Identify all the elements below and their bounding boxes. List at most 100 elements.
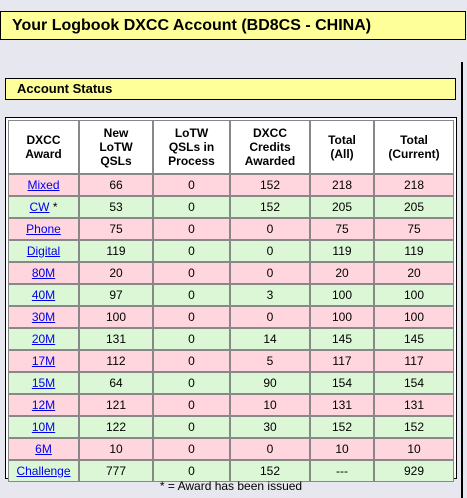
lotw-in-process-cell: 0 bbox=[153, 174, 230, 196]
award-link-phone[interactable]: Phone bbox=[26, 222, 61, 236]
total-current-cell: 100 bbox=[374, 306, 454, 328]
lotw-in-process-cell: 0 bbox=[153, 306, 230, 328]
award-link-17m[interactable]: 17M bbox=[31, 354, 56, 368]
award-link-80m[interactable]: 80M bbox=[31, 266, 56, 280]
award-cell: 15M bbox=[8, 372, 79, 394]
table-row: 10M 122 0 30 152 152 bbox=[8, 416, 454, 438]
header-dxcc-credits-awarded: DXCC Credits Awarded bbox=[230, 120, 310, 174]
page-title: Your Logbook DXCC Account (BD8CS - CHINA… bbox=[0, 11, 466, 40]
table-row: CW * 53 0 152 205 205 bbox=[8, 196, 454, 218]
award-cell: Phone bbox=[8, 218, 79, 240]
new-lotw-qsls-cell: 20 bbox=[79, 262, 153, 284]
total-all-cell: 117 bbox=[310, 350, 374, 372]
new-lotw-qsls-cell: 97 bbox=[79, 284, 153, 306]
award-cell: Mixed bbox=[8, 174, 79, 196]
credits-awarded-cell: 0 bbox=[230, 262, 310, 284]
award-link-10m[interactable]: 10M bbox=[31, 420, 56, 434]
total-all-cell: 145 bbox=[310, 328, 374, 350]
lotw-in-process-cell: 0 bbox=[153, 240, 230, 262]
lotw-in-process-cell: 0 bbox=[153, 438, 230, 460]
new-lotw-qsls-cell: 100 bbox=[79, 306, 153, 328]
credits-awarded-cell: 14 bbox=[230, 328, 310, 350]
total-all-cell: 100 bbox=[310, 306, 374, 328]
table-body: Mixed 66 0 152 218 218 CW * 53 0 152 205 205 Phone 75… bbox=[8, 174, 454, 482]
award-link-12m[interactable]: 12M bbox=[31, 398, 56, 412]
lotw-in-process-cell: 0 bbox=[153, 460, 230, 482]
new-lotw-qsls-cell: 53 bbox=[79, 196, 153, 218]
table-row: 20M 131 0 14 145 145 bbox=[8, 328, 454, 350]
award-link-15m[interactable]: 15M bbox=[31, 376, 56, 390]
lotw-in-process-cell: 0 bbox=[153, 262, 230, 284]
total-current-cell: 100 bbox=[374, 284, 454, 306]
table-row: 17M 112 0 5 117 117 bbox=[8, 350, 454, 372]
lotw-in-process-cell: 0 bbox=[153, 350, 230, 372]
total-all-cell: 131 bbox=[310, 394, 374, 416]
total-all-cell: 154 bbox=[310, 372, 374, 394]
award-cell: 80M bbox=[8, 262, 79, 284]
credits-awarded-cell: 0 bbox=[230, 438, 310, 460]
award-link-challenge[interactable]: Challenge bbox=[16, 464, 71, 478]
new-lotw-qsls-cell: 121 bbox=[79, 394, 153, 416]
header-total-all: Total (All) bbox=[310, 120, 374, 174]
total-current-cell: 131 bbox=[374, 394, 454, 416]
total-current-cell: 218 bbox=[374, 174, 454, 196]
award-cell: 6M bbox=[8, 438, 79, 460]
total-current-cell: 119 bbox=[374, 240, 454, 262]
table-row: 80M 20 0 0 20 20 bbox=[8, 262, 454, 284]
table-row: 15M 64 0 90 154 154 bbox=[8, 372, 454, 394]
award-link-cw[interactable]: CW bbox=[29, 200, 50, 214]
award-link-6m[interactable]: 6M bbox=[35, 442, 52, 456]
lotw-in-process-cell: 0 bbox=[153, 394, 230, 416]
total-current-cell: 205 bbox=[374, 196, 454, 218]
table-row: 6M 10 0 0 10 10 bbox=[8, 438, 454, 460]
total-all-cell: 205 bbox=[310, 196, 374, 218]
award-cell: 10M bbox=[8, 416, 79, 438]
credits-awarded-cell: 5 bbox=[230, 350, 310, 372]
lotw-in-process-cell: 0 bbox=[153, 218, 230, 240]
award-cell: Digital bbox=[8, 240, 79, 262]
award-link-mixed[interactable]: Mixed bbox=[27, 178, 60, 192]
total-current-cell: 154 bbox=[374, 372, 454, 394]
new-lotw-qsls-cell: 64 bbox=[79, 372, 153, 394]
total-current-cell: 929 bbox=[374, 460, 454, 482]
total-current-cell: 20 bbox=[374, 262, 454, 284]
credits-awarded-cell: 0 bbox=[230, 218, 310, 240]
total-current-cell: 117 bbox=[374, 350, 454, 372]
award-cell: 40M bbox=[8, 284, 79, 306]
total-all-cell: 10 bbox=[310, 438, 374, 460]
award-link-40m[interactable]: 40M bbox=[31, 288, 56, 302]
lotw-in-process-cell: 0 bbox=[153, 284, 230, 306]
table-row: Digital 119 0 0 119 119 bbox=[8, 240, 454, 262]
award-link-20m[interactable]: 20M bbox=[31, 332, 56, 346]
total-current-cell: 145 bbox=[374, 328, 454, 350]
credits-awarded-cell: 10 bbox=[230, 394, 310, 416]
table-row: Mixed 66 0 152 218 218 bbox=[8, 174, 454, 196]
award-issued-mark: * bbox=[49, 200, 58, 214]
header-total-current: Total (Current) bbox=[374, 120, 454, 174]
table-row: Phone 75 0 0 75 75 bbox=[8, 218, 454, 240]
dxcc-table-frame: DXCC Award New LoTW QSLs LoTW QSLs in Proc… bbox=[5, 117, 457, 482]
total-all-cell: 100 bbox=[310, 284, 374, 306]
award-cell: Challenge bbox=[8, 460, 79, 482]
total-all-cell: 152 bbox=[310, 416, 374, 438]
lotw-in-process-cell: 0 bbox=[153, 196, 230, 218]
credits-awarded-cell: 0 bbox=[230, 306, 310, 328]
new-lotw-qsls-cell: 112 bbox=[79, 350, 153, 372]
award-link-30m[interactable]: 30M bbox=[31, 310, 56, 324]
new-lotw-qsls-cell: 66 bbox=[79, 174, 153, 196]
new-lotw-qsls-cell: 119 bbox=[79, 240, 153, 262]
award-cell: CW * bbox=[8, 196, 79, 218]
credits-awarded-cell: 3 bbox=[230, 284, 310, 306]
award-link-digital[interactable]: Digital bbox=[26, 244, 61, 258]
table-row: Challenge 777 0 152 --- 929 bbox=[8, 460, 454, 482]
right-divider bbox=[461, 62, 463, 498]
table-header-row: DXCC Award New LoTW QSLs LoTW QSLs in Proc… bbox=[8, 120, 454, 174]
new-lotw-qsls-cell: 10 bbox=[79, 438, 153, 460]
total-all-cell: --- bbox=[310, 460, 374, 482]
award-issued-footnote: * = Award has been issued bbox=[159, 479, 303, 493]
new-lotw-qsls-cell: 122 bbox=[79, 416, 153, 438]
total-all-cell: 75 bbox=[310, 218, 374, 240]
table-row: 12M 121 0 10 131 131 bbox=[8, 394, 454, 416]
award-cell: 20M bbox=[8, 328, 79, 350]
lotw-in-process-cell: 0 bbox=[153, 328, 230, 350]
